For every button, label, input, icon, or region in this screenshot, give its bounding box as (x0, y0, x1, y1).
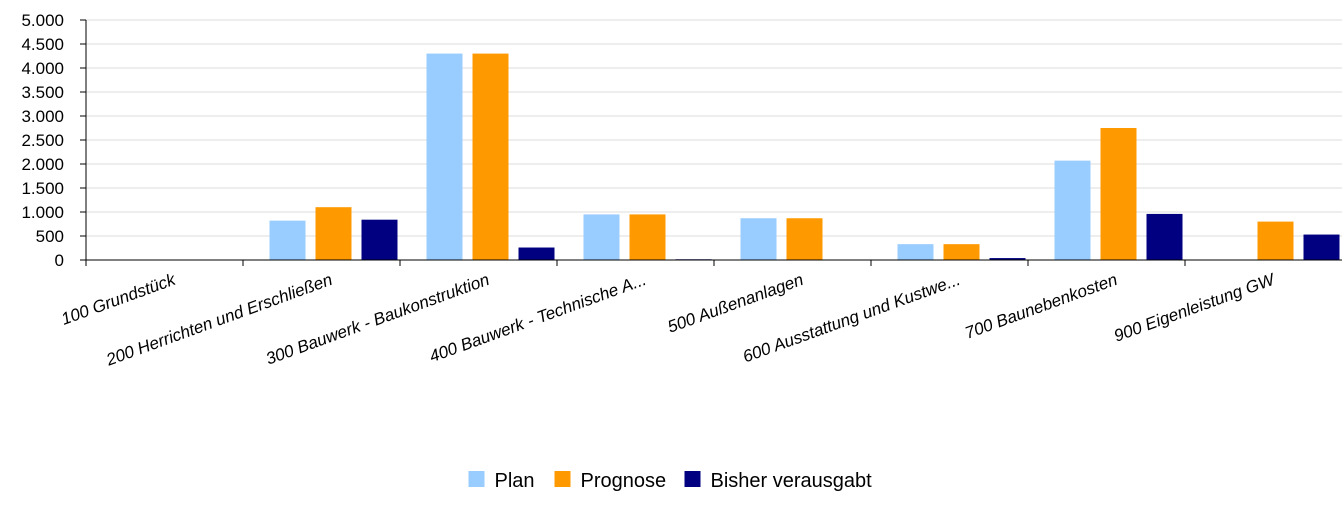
x-category-label: 700 Baunebenkosten (962, 270, 1120, 343)
bar (518, 247, 555, 260)
y-tick-label: 2.500 (21, 131, 64, 150)
bars (269, 53, 1340, 260)
y-tick-label: 4.000 (21, 59, 64, 78)
legend-swatch (468, 471, 485, 487)
bar (786, 218, 823, 260)
bar (269, 220, 306, 260)
bar (472, 53, 509, 260)
y-tick-label: 3.000 (21, 107, 64, 126)
y-tick-labels: 0 500 1.000 1.500 2.000 2.500 3.000 3.500 4.000 4… (21, 11, 64, 270)
legend-swatch (684, 471, 701, 487)
legend-label: Prognose (581, 470, 667, 492)
bar (1303, 234, 1340, 260)
legend-swatch (554, 471, 571, 487)
y-tick-label: 5.000 (21, 11, 64, 30)
bar (361, 219, 398, 260)
bar (989, 258, 1026, 260)
y-tick-label: 1.000 (21, 203, 64, 222)
x-category-label: 100 Grundstück (59, 269, 180, 328)
x-category-label: 500 Außenanlagen (665, 270, 806, 337)
y-tick-label: 2.000 (21, 155, 64, 174)
bar (1100, 128, 1137, 260)
bar (583, 214, 620, 260)
y-tick-label: 1.500 (21, 179, 64, 198)
legend-label: Bisher verausgabt (711, 470, 873, 492)
y-tick-label: 3.500 (21, 83, 64, 102)
bar (629, 214, 666, 260)
y-tick-label: 500 (36, 227, 64, 246)
gridlines (86, 19, 1342, 237)
bar (1257, 221, 1294, 260)
bar (426, 53, 463, 260)
axes (80, 19, 1342, 266)
bar (315, 207, 352, 260)
y-tick-label: 4.500 (21, 35, 64, 54)
legend-label: Plan (495, 470, 535, 492)
bar (1054, 160, 1091, 260)
bar (897, 244, 934, 260)
bar (1146, 213, 1183, 260)
x-category-label: 900 Eigenleistung GW (1111, 269, 1278, 345)
legend: Plan Prognose Bisher verausgabt (468, 470, 873, 492)
bar (943, 244, 980, 260)
y-tick-label: 0 (55, 251, 64, 270)
bar (740, 218, 777, 260)
